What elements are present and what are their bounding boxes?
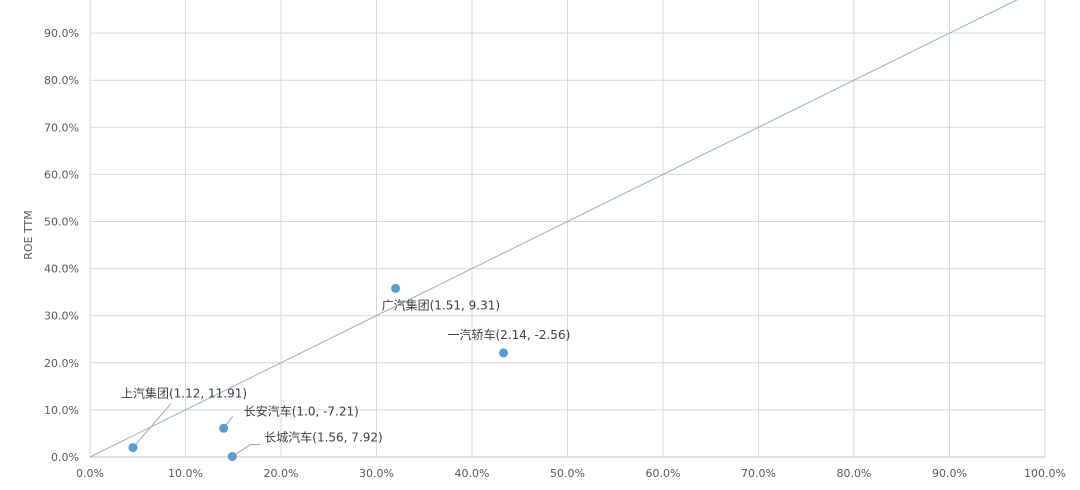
x-tick-label: 80.0% — [837, 467, 872, 480]
y-tick-label: 10.0% — [44, 404, 79, 417]
y-axis-label: ROE TTM — [22, 210, 35, 259]
x-tick-label: 90.0% — [932, 467, 967, 480]
y-tick-label: 20.0% — [44, 357, 79, 370]
data-points — [128, 283, 509, 462]
y-tick-label: 60.0% — [44, 168, 79, 181]
point-label: 上汽集团(1.12, 11.91) — [121, 386, 247, 401]
label-leader-lines — [132, 403, 261, 457]
y-tick-label: 0.0% — [51, 451, 79, 464]
y-tick-label: 90.0% — [44, 27, 79, 40]
point-labels: 广汽集团(1.51, 9.31) 一汽轿车(2.14, -2.56) 上汽集团(1.… — [121, 297, 570, 444]
x-tick-label: 30.0% — [359, 467, 394, 480]
x-tick-label: 0.0% — [76, 467, 104, 480]
y-tick-label: 30.0% — [44, 310, 79, 323]
x-tick-label: 100.0% — [1024, 467, 1066, 480]
grid-lines — [89, 0, 1046, 458]
x-axis-ticks: 0.0% 10.0% 20.0% 30.0% 40.0% 50.0% 60.0% 70.0% 8… — [76, 467, 1066, 480]
x-tick-label: 50.0% — [550, 467, 585, 480]
y-tick-label: 70.0% — [44, 121, 79, 134]
point-label: 长安汽车(1.0, -7.21) — [244, 403, 359, 418]
data-point — [391, 283, 401, 293]
x-tick-label: 10.0% — [168, 467, 203, 480]
leader-line — [132, 403, 172, 448]
y-axis-ticks: 0.0% 10.0% 20.0% 30.0% 40.0% 50.0% 60.0% 70.0% 8… — [44, 27, 79, 464]
data-point — [227, 452, 237, 462]
point-label: 长城汽车(1.56, 7.92) — [264, 430, 382, 445]
leader-line — [232, 444, 261, 457]
data-point — [128, 443, 138, 453]
point-label: 一汽轿车(2.14, -2.56) — [448, 327, 571, 342]
y-tick-label: 80.0% — [44, 74, 79, 87]
x-tick-label: 60.0% — [646, 467, 681, 480]
point-label: 广汽集团(1.51, 9.31) — [382, 297, 500, 312]
data-point — [219, 423, 229, 433]
reference-line-group — [89, 0, 1018, 458]
reference-line — [89, 0, 1018, 458]
y-tick-label: 40.0% — [44, 263, 79, 276]
x-tick-label: 40.0% — [455, 467, 490, 480]
y-tick-label: 50.0% — [44, 216, 79, 229]
data-point — [499, 348, 509, 358]
x-tick-label: 20.0% — [264, 467, 299, 480]
x-tick-label: 70.0% — [741, 467, 776, 480]
